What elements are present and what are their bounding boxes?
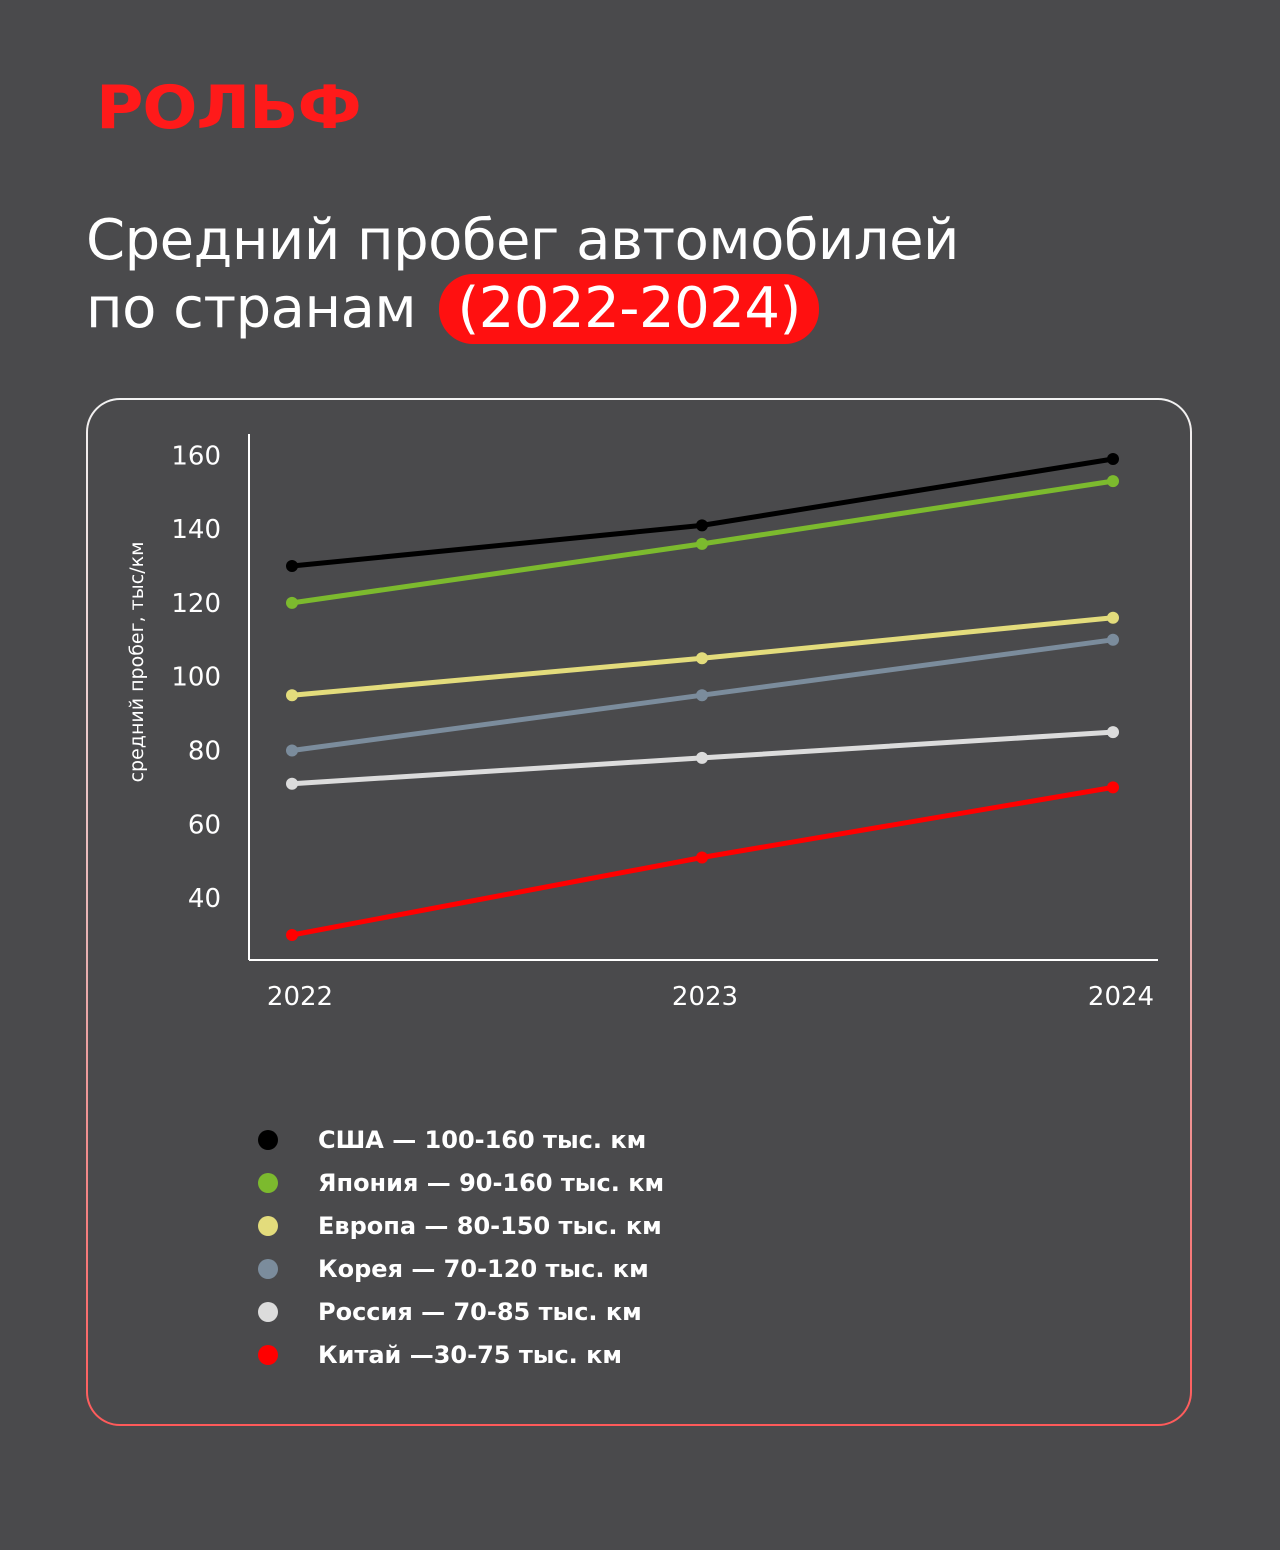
data-point xyxy=(286,560,298,572)
data-point xyxy=(1107,726,1119,739)
legend-label: США — 100-160 тыс. км xyxy=(318,1125,647,1154)
data-point xyxy=(1107,781,1119,794)
data-point xyxy=(696,652,708,665)
rolf-logo: РОЛЬФ xyxy=(96,73,362,143)
legend-swatch xyxy=(258,1215,278,1236)
series-line xyxy=(289,456,1116,569)
data-point xyxy=(1107,453,1119,465)
y-tick-label: 60 xyxy=(188,810,221,840)
series-1 xyxy=(286,475,1119,609)
y-tick-label: 160 xyxy=(171,441,221,471)
data-point xyxy=(286,929,298,941)
legend-label: Китай —30-75 тыс. км xyxy=(318,1340,623,1369)
legend-label: Корея — 70-120 тыс. км xyxy=(318,1254,649,1283)
legend-swatch xyxy=(258,1172,278,1193)
series-5 xyxy=(286,781,1119,941)
title-line-2: по странам (2022-2024) xyxy=(86,274,959,344)
title-line-1: Средний пробег автомобилей xyxy=(86,208,959,273)
chart-axes xyxy=(248,434,1158,961)
legend-swatch xyxy=(258,1258,278,1279)
page-title: Средний пробег автомобилей по странам (2… xyxy=(86,208,959,344)
legend-swatch xyxy=(258,1129,278,1150)
y-tick-label: 40 xyxy=(188,884,221,914)
legend-label: Россия — 70-85 тыс. км xyxy=(318,1297,642,1326)
legend-item: Корея — 70-120 тыс. км xyxy=(256,1247,664,1290)
legend-item: Китай —30-75 тыс. км xyxy=(256,1333,664,1376)
y-tick-label: 100 xyxy=(171,663,221,693)
legend-item: Россия — 70-85 тыс. км xyxy=(256,1290,664,1333)
data-point xyxy=(696,519,708,532)
x-axis-ticks: 2022 2023 2024 xyxy=(267,982,1154,1012)
y-tick-label: 140 xyxy=(171,515,221,545)
legend-item: Япония — 90-160 тыс. км xyxy=(256,1161,664,1204)
series-0 xyxy=(286,453,1119,572)
y-tick-label: 80 xyxy=(188,737,221,767)
legend-label: Япония — 90-160 тыс. км xyxy=(318,1168,665,1197)
x-tick-label: 2023 xyxy=(672,982,738,1012)
data-point xyxy=(1107,611,1119,624)
series-3 xyxy=(286,633,1119,757)
data-point xyxy=(696,851,708,864)
data-point xyxy=(1107,633,1119,646)
chart-series xyxy=(286,453,1119,941)
series-4 xyxy=(286,726,1119,790)
y-axis-ticks: 40 60 80 100 120 140 160 xyxy=(171,441,221,914)
data-point xyxy=(286,777,298,790)
data-point xyxy=(696,537,708,550)
legend-swatch xyxy=(258,1301,278,1322)
data-point xyxy=(286,596,298,609)
data-point xyxy=(696,689,708,702)
series-2 xyxy=(286,611,1119,702)
x-tick-label: 2024 xyxy=(1088,982,1154,1012)
data-point xyxy=(286,744,298,757)
chart-legend: США — 100-160 тыс. км Япония — 90-160 тыс… xyxy=(256,1118,664,1376)
y-tick-label: 120 xyxy=(171,589,221,619)
data-point xyxy=(696,751,708,764)
legend-item: Европа — 80-150 тыс. км xyxy=(256,1204,664,1247)
data-point xyxy=(1107,475,1119,488)
legend-swatch xyxy=(258,1344,278,1365)
chart-card xyxy=(86,398,1192,1426)
x-tick-label: 2022 xyxy=(267,982,333,1012)
legend-label: Европа — 80-150 тыс. км xyxy=(318,1211,662,1240)
y-axis-title: средний пробег, тыс/км xyxy=(126,542,148,783)
title-year-range-badge: (2022-2024) xyxy=(439,274,819,344)
legend-item: США — 100-160 тыс. км xyxy=(256,1118,664,1161)
data-point xyxy=(286,689,298,702)
title-line-2-prefix: по странам xyxy=(86,276,417,341)
